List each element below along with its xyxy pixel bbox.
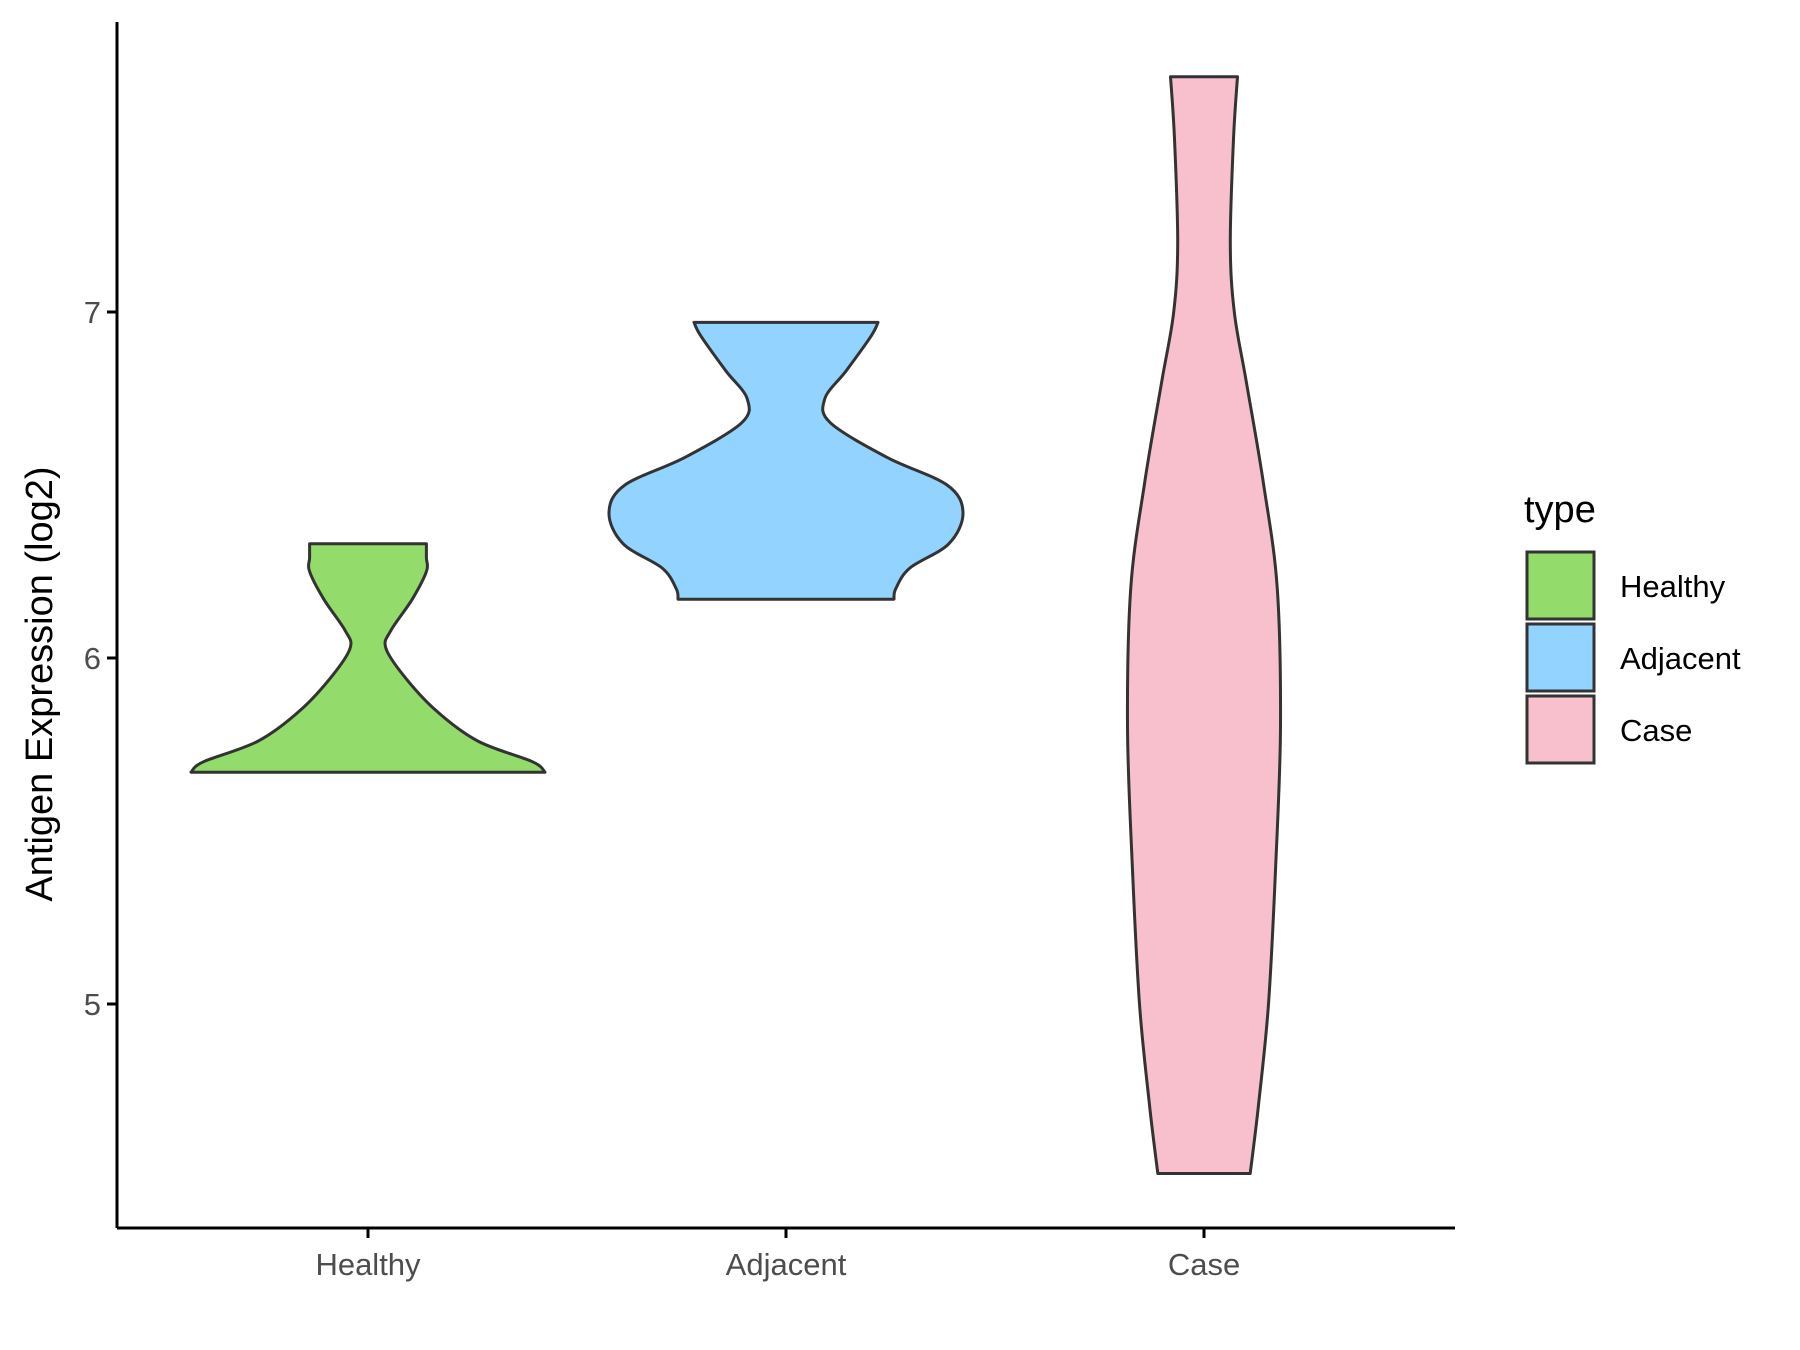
y-ticks-group: 5 6 7 — [84, 295, 117, 1022]
legend-key-healthy — [1525, 550, 1596, 621]
violin-healthy — [189, 542, 547, 774]
y-tick-label: 7 — [84, 295, 101, 330]
x-tick-label: Healthy — [315, 1247, 421, 1282]
legend-title: type — [1524, 489, 1596, 531]
violin-adjacent — [607, 320, 965, 601]
x-ticks-group: Healthy Adjacent Case — [315, 1228, 1240, 1282]
legend: type Healthy Adjacent Case — [1524, 489, 1741, 765]
violin-case — [1125, 75, 1283, 1175]
x-tick-label: Adjacent — [726, 1247, 847, 1282]
y-tick-label: 5 — [84, 987, 101, 1022]
y-axis-title: Antigen Expression (log2) — [19, 466, 61, 901]
legend-key-case — [1525, 694, 1596, 765]
x-tick-label: Case — [1168, 1247, 1240, 1282]
violins-group — [189, 75, 1283, 1175]
legend-label-adjacent: Adjacent — [1620, 641, 1741, 676]
legend-key-adjacent — [1525, 622, 1596, 693]
legend-items: Healthy Adjacent Case — [1525, 550, 1741, 765]
legend-label-case: Case — [1620, 713, 1692, 748]
y-tick-label: 6 — [84, 641, 101, 676]
legend-label-healthy: Healthy — [1620, 569, 1726, 604]
